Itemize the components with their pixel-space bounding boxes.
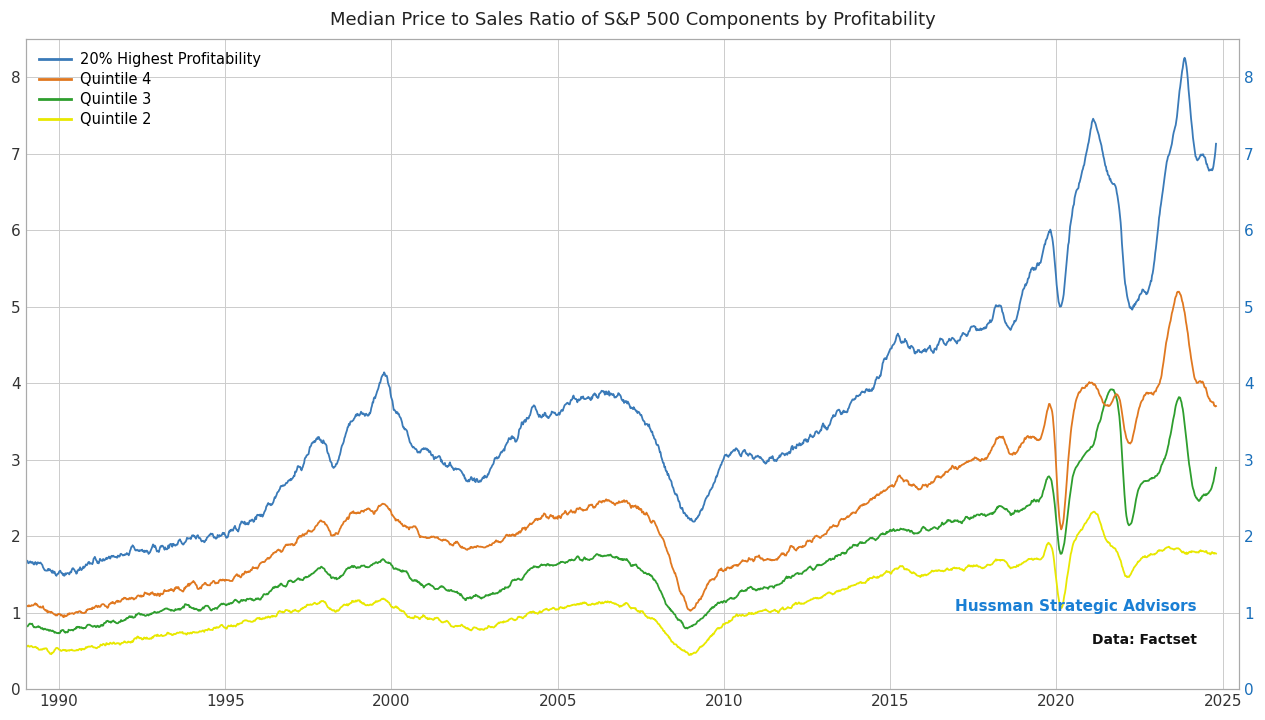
Text: Hussman Strategic Advisors: Hussman Strategic Advisors [955,599,1197,614]
Text: Data: Factset: Data: Factset [1092,633,1197,647]
Legend: 20% Highest Profitability, Quintile 4, Quintile 3, Quintile 2: 20% Highest Profitability, Quintile 4, Q… [33,46,267,133]
Title: Median Price to Sales Ratio of S&P 500 Components by Profitability: Median Price to Sales Ratio of S&P 500 C… [330,11,935,29]
